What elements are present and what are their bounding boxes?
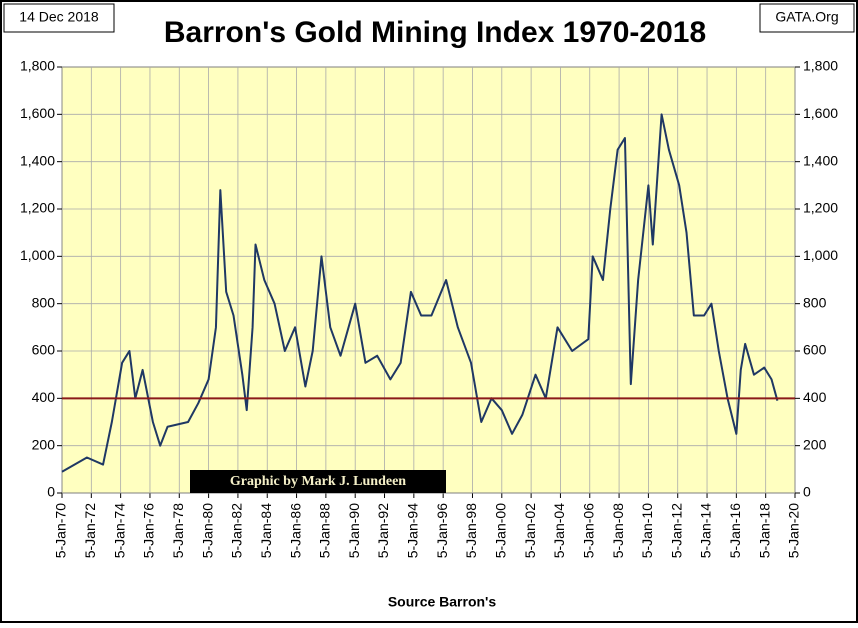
y-tick-label: 400 [32, 389, 56, 405]
y-tick-label: 1,600 [20, 105, 55, 121]
x-tick-label: 5-Jan-72 [82, 503, 98, 558]
x-tick-label: 5-Jan-10 [639, 503, 655, 558]
x-tick-label: 5-Jan-14 [698, 503, 714, 558]
y2-tick-label: 1,800 [803, 58, 838, 74]
index-line [61, 113, 779, 473]
y2-tick-label: 1,400 [803, 152, 838, 168]
y2-tick-label: 600 [803, 342, 827, 358]
x-tick-label: 5-Jan-90 [346, 503, 362, 558]
x-tick-label: 5-Jan-98 [463, 503, 479, 558]
x-tick-label: 5-Jan-20 [786, 503, 802, 558]
y-tick-label: 1,800 [20, 58, 55, 74]
date-stamp: 14 Dec 2018 [19, 9, 99, 25]
x-tick-label: 5-Jan-04 [551, 503, 567, 558]
y2-tick-label: 0 [803, 484, 811, 500]
x-tick-label: 5-Jan-78 [170, 503, 186, 558]
x-axis-label: Source Barron's [388, 594, 497, 610]
x-tick-label: 5-Jan-18 [756, 503, 772, 558]
date-box [3, 3, 115, 33]
x-tick-label: 5-Jan-86 [287, 503, 303, 558]
site-box [759, 3, 855, 33]
y-tick-label: 0 [47, 484, 55, 500]
y2-tick-label: 400 [803, 389, 827, 405]
y-tick-label: 200 [32, 436, 56, 452]
y-tick-label: 1,200 [20, 200, 55, 216]
x-tick-label: 5-Jan-00 [493, 503, 509, 558]
x-tick-label: 5-Jan-06 [580, 503, 596, 558]
x-tick-label: 5-Jan-82 [229, 503, 245, 558]
x-tick-label: 5-Jan-08 [610, 503, 626, 558]
y2-tick-label: 800 [803, 294, 827, 310]
x-tick-label: 5-Jan-88 [317, 503, 333, 558]
y-tick-label: 1,000 [20, 247, 55, 263]
chart-title: Barron's Gold Mining Index 1970-2018 [164, 16, 706, 49]
x-tick-label: 5-Jan-80 [199, 503, 215, 558]
y2-tick-label: 1,200 [803, 200, 838, 216]
x-tick-label: 5-Jan-16 [727, 503, 743, 558]
credit-box [190, 470, 446, 493]
credit: Graphic by Mark J. Lundeen [230, 474, 406, 489]
x-tick-label: 5-Jan-02 [522, 503, 538, 558]
y2-tick-label: 200 [803, 436, 827, 452]
y2-tick-label: 1,000 [803, 247, 838, 263]
y-tick-label: 600 [32, 342, 56, 358]
x-tick-label: 5-Jan-76 [141, 503, 157, 558]
x-tick-label: 5-Jan-94 [405, 503, 421, 558]
x-tick-label: 5-Jan-70 [53, 503, 69, 558]
y-tick-label: 1,400 [20, 152, 55, 168]
y2-tick-label: 1,600 [803, 105, 838, 121]
x-tick-label: 5-Jan-96 [434, 503, 450, 558]
x-tick-label: 5-Jan-12 [668, 503, 684, 558]
x-tick-label: 5-Jan-84 [258, 503, 274, 558]
y-tick-label: 800 [32, 294, 56, 310]
x-tick-label: 5-Jan-74 [111, 503, 127, 558]
x-tick-label: 5-Jan-92 [375, 503, 391, 558]
source-site: GATA.Org [775, 9, 838, 25]
plot-area [61, 66, 796, 494]
